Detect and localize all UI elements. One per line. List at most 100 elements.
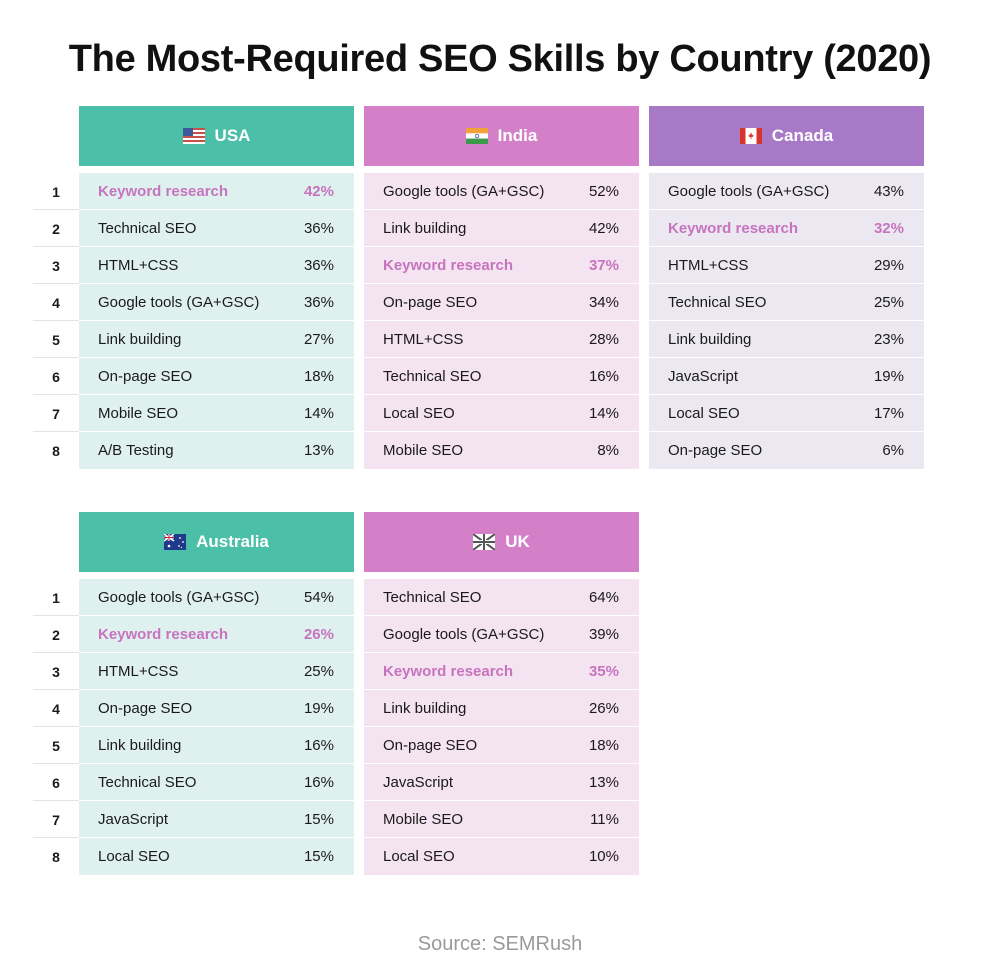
india-flag-icon — [465, 128, 488, 144]
skill-name: Local SEO — [668, 404, 740, 422]
skill-percentage: 27% — [303, 330, 334, 348]
rank-separator — [33, 800, 79, 801]
rank-number: 4 — [52, 294, 60, 311]
rank-separator — [33, 431, 79, 432]
skill-list: Google tools (GA+GSC) 52% Link building 42%… — [364, 173, 639, 469]
skill-row: Keyword research 35% — [364, 653, 639, 690]
skill-name: Keyword research — [668, 219, 799, 237]
skill-row: Mobile SEO 8% — [364, 432, 639, 469]
skill-percentage: 42% — [588, 219, 619, 237]
skill-row: On-page SEO 34% — [364, 284, 639, 321]
skill-percentage: 36% — [303, 256, 334, 274]
skill-percentage: 35% — [588, 662, 619, 680]
skill-percentage: 15% — [303, 848, 334, 865]
country-header: Australia — [79, 512, 354, 572]
skill-percentage: 8% — [597, 442, 619, 459]
skill-name: HTML+CSS — [383, 330, 464, 348]
skill-name: Local SEO — [383, 848, 455, 865]
skill-row: JavaScript 19% — [649, 358, 924, 395]
skill-percentage: 18% — [588, 736, 619, 754]
rank-number: 2 — [52, 220, 60, 237]
skill-row: Google tools (GA+GSC) 52% — [364, 173, 639, 210]
rank-separator — [33, 763, 79, 764]
country-panel-india: India Google tools (GA+GSC) 52% Link buildi… — [364, 106, 639, 469]
skill-name: Keyword research — [98, 625, 229, 643]
skill-row: HTML+CSS 29% — [649, 247, 924, 284]
skill-percentage: 17% — [873, 404, 904, 422]
rank-column: 1 2 3 4 5 6 7 8 — [33, 173, 79, 469]
skill-row: Keyword research 32% — [649, 210, 924, 247]
skill-percentage: 19% — [873, 367, 904, 385]
skill-name: On-page SEO — [98, 699, 193, 717]
skill-name: Google tools (GA+GSC) — [383, 625, 545, 643]
rank-number: 2 — [52, 626, 60, 643]
skill-percentage: 32% — [873, 219, 904, 237]
rank-separator — [33, 652, 79, 653]
country-name: USA — [214, 126, 251, 145]
skill-row: Technical SEO 64% — [364, 579, 639, 616]
skill-percentage: 16% — [588, 367, 619, 385]
skill-percentage: 34% — [588, 293, 619, 311]
rank-separator — [33, 689, 79, 690]
rank-number: 6 — [52, 774, 60, 791]
skill-row: Local SEO 10% — [364, 838, 639, 875]
skill-name: JavaScript — [383, 773, 454, 791]
skill-percentage: 36% — [303, 219, 334, 237]
skill-row: HTML+CSS 36% — [79, 247, 354, 284]
skill-row: HTML+CSS 28% — [364, 321, 639, 358]
skill-row: Link building 23% — [649, 321, 924, 358]
skill-percentage: 16% — [303, 773, 334, 791]
skill-row: Link building 27% — [79, 321, 354, 358]
rank-number: 3 — [52, 663, 60, 680]
skill-name: Google tools (GA+GSC) — [98, 588, 260, 606]
skill-percentage: 26% — [303, 625, 334, 643]
skill-percentage: 43% — [873, 182, 904, 200]
skill-percentage: 15% — [303, 810, 334, 828]
skill-name: Google tools (GA+GSC) — [383, 182, 545, 200]
skill-row: Google tools (GA+GSC) 39% — [364, 616, 639, 653]
skill-name: Technical SEO — [98, 773, 197, 791]
skill-name: Keyword research — [98, 182, 229, 200]
country-panel-uk: UK Technical SEO 64% Google tools (GA+GSC) 3… — [364, 512, 639, 875]
skill-row: On-page SEO 19% — [79, 690, 354, 727]
skill-row: Mobile SEO 11% — [364, 801, 639, 838]
rank-number: 8 — [52, 848, 60, 865]
rank-number: 1 — [52, 589, 60, 606]
skill-name: On-page SEO — [383, 736, 478, 754]
skill-row: Local SEO 14% — [364, 395, 639, 432]
skill-percentage: 10% — [588, 848, 619, 865]
skill-name: Link building — [383, 699, 467, 717]
skill-percentage: 25% — [303, 662, 334, 680]
skill-percentage: 16% — [303, 736, 334, 754]
skill-percentage: 26% — [588, 699, 619, 717]
skill-percentage: 11% — [590, 810, 619, 828]
skill-row: On-page SEO 18% — [79, 358, 354, 395]
skill-percentage: 19% — [303, 699, 334, 717]
skill-name: Mobile SEO — [98, 404, 179, 422]
skill-row: JavaScript 13% — [364, 764, 639, 801]
country-name: Canada — [771, 126, 834, 145]
skill-percentage: 42% — [303, 182, 334, 200]
skill-name: Technical SEO — [383, 367, 482, 385]
skill-percentage: 6% — [882, 442, 904, 459]
rank-column: 1 2 3 4 5 6 7 8 — [33, 579, 79, 875]
skill-list: Google tools (GA+GSC) 43% Keyword research… — [649, 173, 924, 469]
skill-name: Local SEO — [98, 848, 170, 865]
skill-name: Link building — [383, 219, 467, 237]
country-header: India — [364, 106, 639, 166]
skill-percentage: 39% — [588, 625, 619, 643]
rank-number: 3 — [52, 257, 60, 274]
rank-number: 5 — [52, 737, 60, 754]
rank-number: 7 — [52, 811, 60, 828]
skill-name: Keyword research — [383, 662, 514, 680]
skill-percentage: 13% — [588, 773, 619, 791]
skill-name: HTML+CSS — [668, 256, 749, 274]
skill-percentage: 54% — [303, 588, 334, 606]
skill-row: Technical SEO 25% — [649, 284, 924, 321]
skill-row: Keyword research 37% — [364, 247, 639, 284]
skill-row: Technical SEO 36% — [79, 210, 354, 247]
skill-name: Local SEO — [383, 404, 455, 422]
skill-row: Technical SEO 16% — [364, 358, 639, 395]
rank-number: 8 — [52, 442, 60, 459]
rank-separator — [33, 357, 79, 358]
